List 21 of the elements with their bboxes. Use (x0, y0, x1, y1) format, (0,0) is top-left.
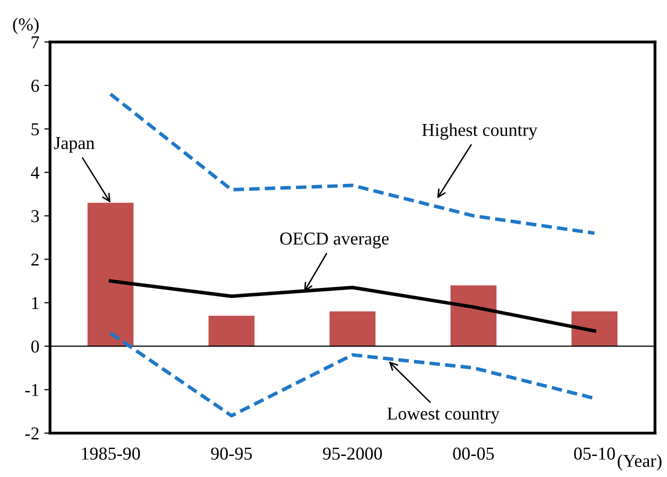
x-tick-label: 1985-90 (82, 448, 140, 460)
annotation: Lowest country (387, 408, 500, 424)
x-axis-title: (Year) (618, 454, 662, 471)
y-tick-label: 1 (32, 297, 39, 309)
y-tick-label: 0 (31, 340, 39, 353)
x-tick-label: 95-2000 (323, 448, 382, 460)
y-tick-label: -1 (25, 384, 39, 396)
y-axis-title: (%) (13, 18, 39, 34)
y-tick-label: 7 (32, 36, 40, 48)
annotation: OECD average (280, 232, 389, 248)
y-tick-label: 4 (30, 166, 40, 179)
x-tick-label: 00-05 (453, 448, 494, 460)
annotation: Highest country (422, 123, 538, 140)
y-tick-label: 5 (32, 123, 39, 136)
annotation: Japan (54, 137, 95, 153)
y-tick-label: 2 (31, 254, 39, 266)
x-tick-label: 90-95 (211, 448, 252, 460)
y-tick-label: 3 (31, 210, 39, 222)
y-tick-label: 6 (31, 80, 40, 92)
x-tick-label: 05-10 (574, 448, 615, 460)
y-tick-label: -2 (25, 427, 39, 440)
